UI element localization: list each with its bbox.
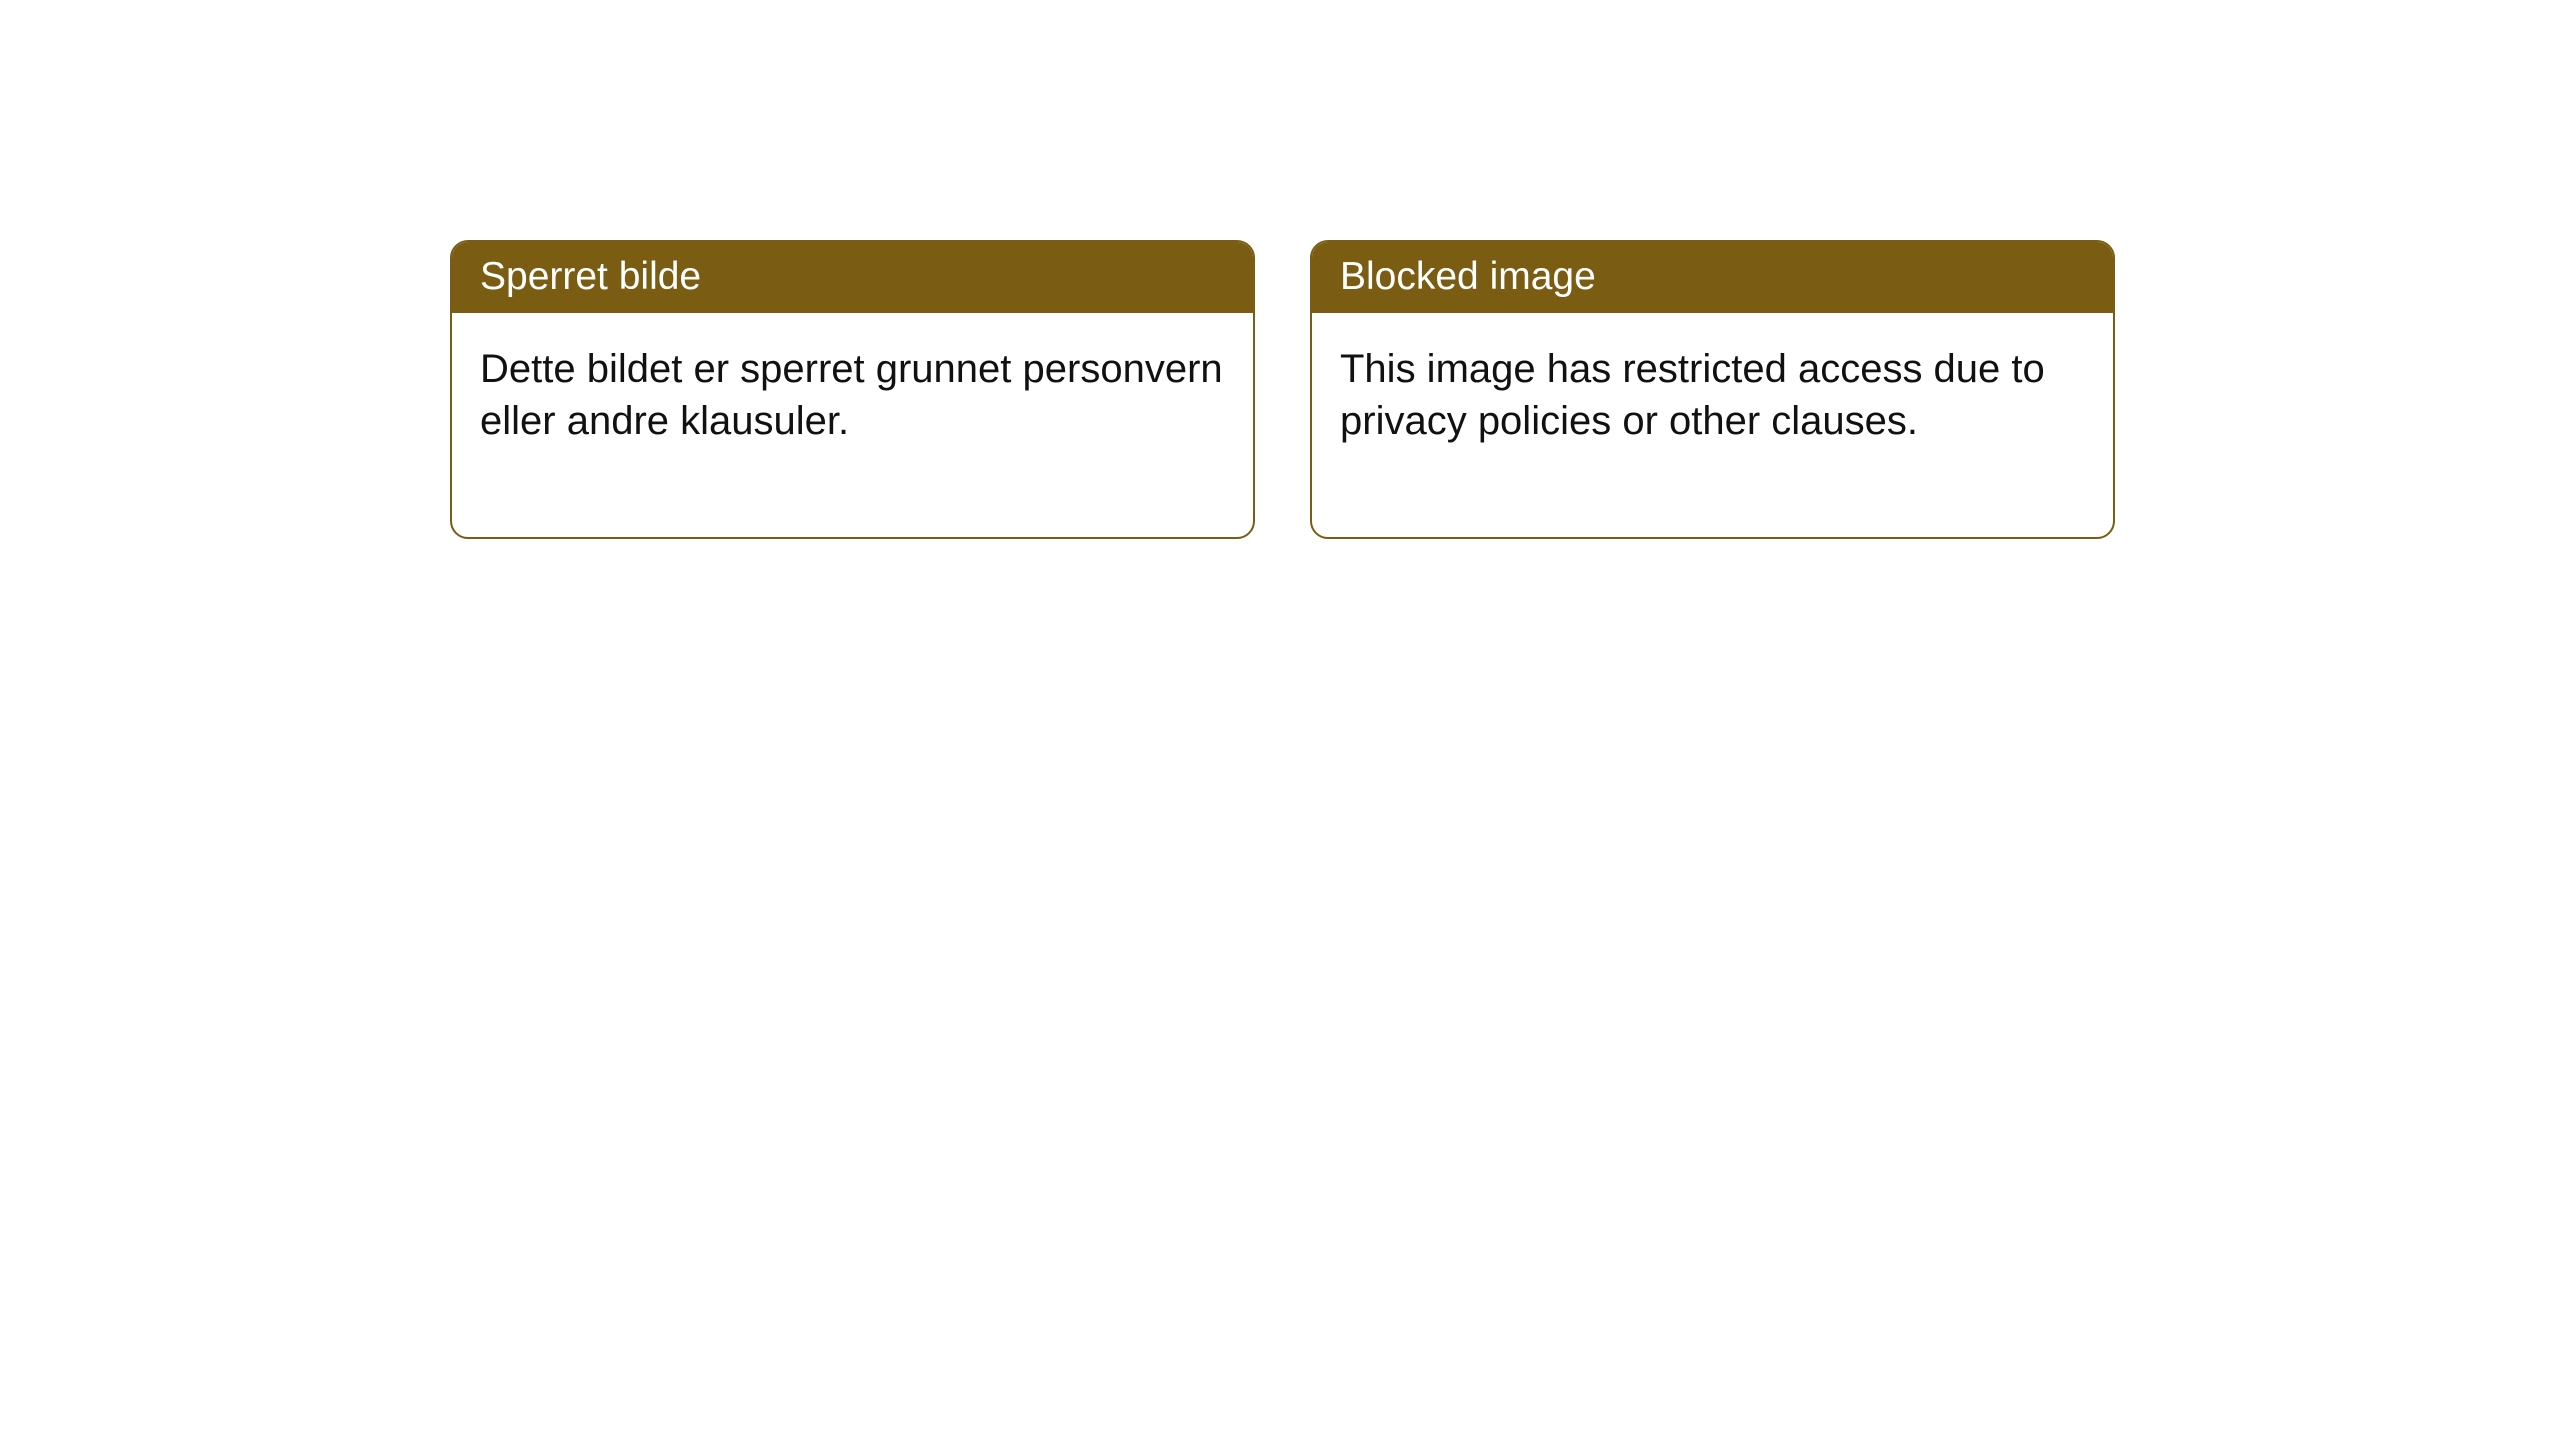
card-title: Sperret bilde xyxy=(480,255,701,298)
card-header: Blocked image xyxy=(1312,242,2113,313)
card-body-text: Dette bildet er sperret grunnet personve… xyxy=(480,347,1223,443)
card-header: Sperret bilde xyxy=(452,242,1253,313)
card-body: Dette bildet er sperret grunnet personve… xyxy=(452,313,1253,537)
notice-card-norwegian: Sperret bilde Dette bildet er sperret gr… xyxy=(450,240,1255,539)
card-body-text: This image has restricted access due to … xyxy=(1340,347,2045,443)
notice-card-container: Sperret bilde Dette bildet er sperret gr… xyxy=(450,240,2115,539)
card-body: This image has restricted access due to … xyxy=(1312,313,2113,537)
card-title: Blocked image xyxy=(1340,255,1596,298)
notice-card-english: Blocked image This image has restricted … xyxy=(1310,240,2115,539)
